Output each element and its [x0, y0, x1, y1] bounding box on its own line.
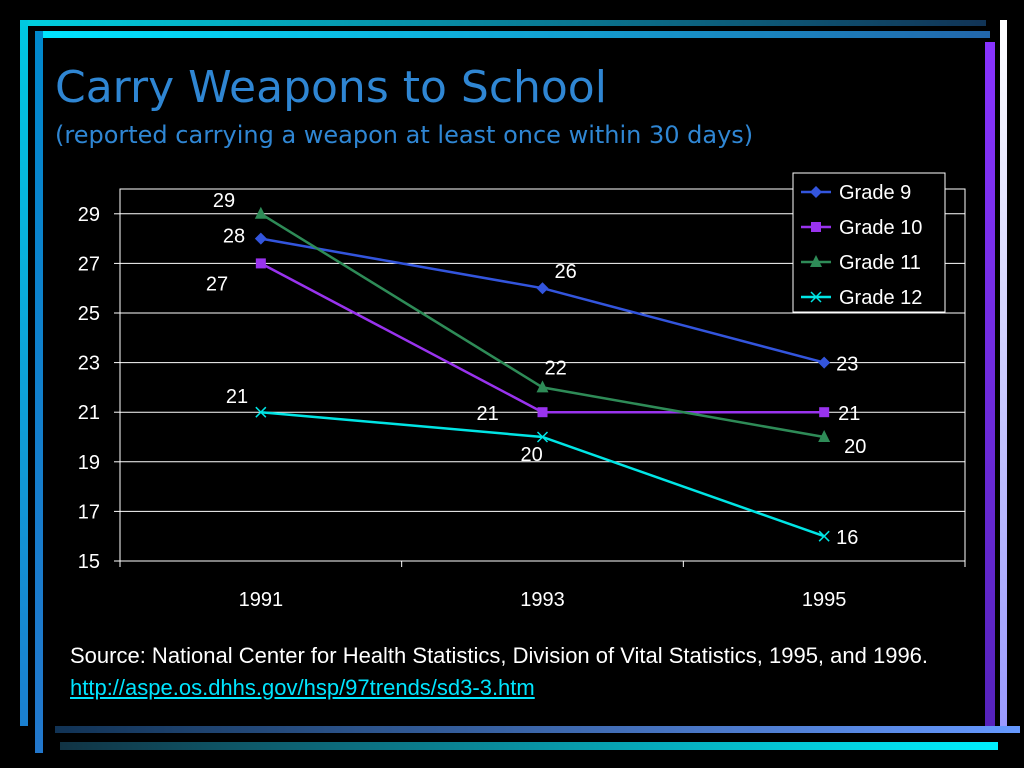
x-tick-label: 1995	[802, 589, 847, 611]
data-label: 16	[836, 527, 858, 549]
source-note: Source: National Center for Health Stati…	[70, 640, 970, 704]
data-point	[818, 430, 831, 442]
decorative-bottom-bar-2	[60, 742, 998, 750]
series-line	[260, 212, 825, 439]
data-point	[254, 206, 267, 219]
decorative-top-bar-2	[35, 31, 990, 38]
decorative-left-bar-2	[35, 31, 43, 753]
data-label: 28	[223, 226, 245, 248]
data-label: 21	[226, 386, 248, 408]
x-tick-label: 1991	[239, 589, 284, 611]
data-label: 26	[555, 261, 577, 283]
data-label: 29	[213, 190, 235, 212]
data-point	[255, 406, 267, 418]
legend-entry: Grade 11	[839, 252, 921, 274]
legend-box	[792, 172, 946, 313]
page-title: Carry Weapons to School	[55, 62, 607, 113]
y-tick-label: 17	[78, 501, 100, 523]
y-tick-label: 15	[78, 551, 100, 573]
data-label: 21	[477, 403, 499, 425]
source-text: Source: National Center for Health Stati…	[70, 643, 929, 668]
data-point	[818, 356, 831, 369]
decorative-right-bar	[985, 42, 995, 732]
line-chart: 15 17 19 21 23 25 27 29 1991 1993 1995 28 26 23 27 21 21…	[78, 172, 966, 611]
decorative-left-bar	[20, 20, 28, 726]
legend-entry: Grade 12	[839, 287, 922, 309]
y-tick-label: 29	[78, 204, 100, 226]
data-point	[536, 431, 549, 443]
data-label: 23	[836, 354, 858, 376]
data-point	[537, 407, 548, 418]
decorative-right-bar-2	[1000, 20, 1007, 730]
y-tick-label: 19	[78, 452, 100, 474]
series-line	[260, 410, 825, 538]
data-point	[536, 380, 549, 393]
data-point	[818, 530, 830, 542]
data-point	[254, 232, 267, 245]
y-tick-label: 23	[78, 353, 100, 375]
data-point	[536, 282, 549, 295]
decorative-bottom-bar	[55, 726, 1020, 733]
source-link[interactable]: http://aspe.os.dhhs.gov/hsp/97trends/sd3…	[70, 675, 535, 700]
data-label: 21	[838, 403, 860, 425]
decorative-top-bar	[20, 20, 986, 26]
series-line	[260, 237, 825, 364]
legend-swatch-marker	[810, 255, 822, 267]
page-subtitle: (reported carrying a weapon at least onc…	[55, 121, 754, 149]
y-tick-label: 25	[78, 303, 100, 325]
legend-swatch-marker	[811, 222, 821, 232]
data-label: 22	[545, 357, 567, 379]
data-label: 20	[521, 444, 543, 466]
data-label: 20	[844, 436, 866, 458]
legend-swatch-marker	[810, 291, 822, 303]
y-tick-label: 21	[78, 402, 100, 424]
x-tick-label: 1993	[520, 589, 565, 611]
data-point	[819, 407, 830, 418]
legend-swatch-marker	[810, 186, 822, 198]
y-tick-label: 27	[78, 253, 100, 275]
data-point	[255, 258, 266, 269]
data-label: 27	[206, 273, 228, 295]
legend-entry: Grade 10	[839, 217, 922, 239]
legend-entry: Grade 9	[839, 182, 911, 204]
